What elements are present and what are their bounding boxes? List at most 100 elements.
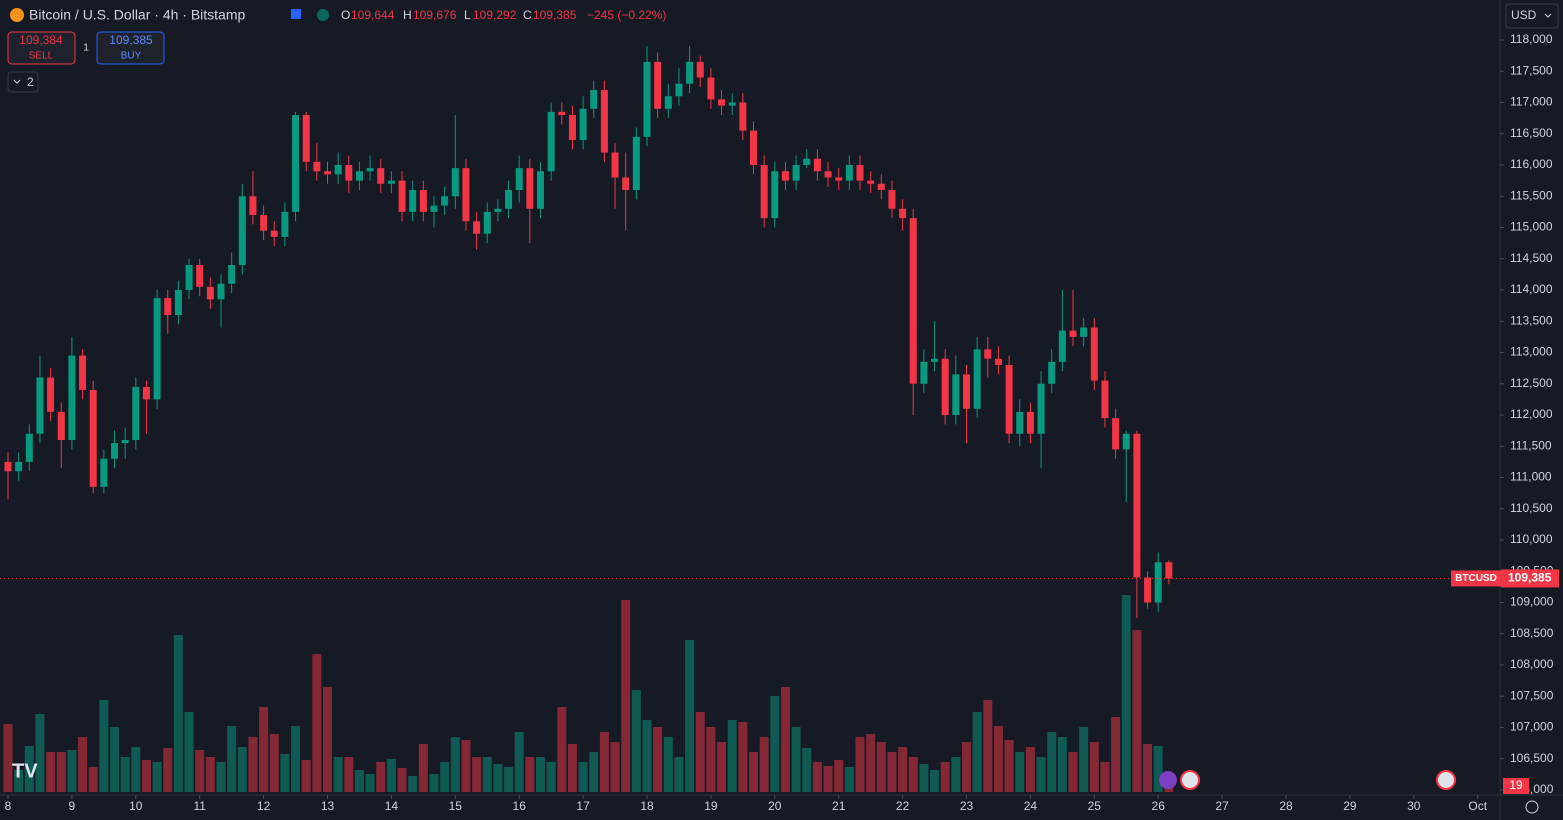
- candle-body: [185, 265, 193, 290]
- candle-body: [632, 136, 640, 190]
- candle-body: [249, 196, 257, 215]
- volume-bar: [291, 726, 301, 792]
- currency-button[interactable]: [1505, 3, 1559, 29]
- x-tick-label: 16: [513, 799, 527, 813]
- flag-icon[interactable]: [291, 9, 301, 19]
- candle-body: [984, 349, 992, 359]
- volume-bar: [1153, 746, 1163, 792]
- volume-bar: [354, 770, 364, 792]
- settings-icon[interactable]: [1525, 800, 1539, 814]
- candle-body: [590, 90, 598, 109]
- candle-body: [398, 180, 406, 212]
- candle-body: [4, 461, 12, 472]
- x-tick-label: 22: [896, 799, 910, 813]
- candle-body: [771, 171, 779, 219]
- sell-button[interactable]: [7, 31, 76, 65]
- y-tick-label: 106,500: [1510, 751, 1554, 765]
- candle-body: [728, 102, 736, 106]
- candle-body: [430, 205, 438, 212]
- volume-bar: [67, 750, 77, 792]
- event-icon[interactable]: [1159, 771, 1177, 789]
- volume-bar: [376, 762, 386, 792]
- candle-body: [15, 461, 23, 472]
- candle-body: [100, 458, 108, 487]
- candle-body: [952, 374, 960, 415]
- volume-bar: [440, 762, 450, 792]
- volume-bar: [14, 770, 24, 792]
- x-tick-label: 13: [321, 799, 335, 813]
- volume-bar: [365, 774, 375, 792]
- volume-bar: [120, 757, 130, 792]
- candle-body: [686, 61, 694, 84]
- event-icon[interactable]: [1180, 770, 1200, 790]
- volume-bar: [695, 712, 705, 792]
- y-tick-label: 110,000: [1510, 532, 1553, 546]
- volume-bar: [429, 774, 439, 792]
- candle-body: [760, 165, 768, 219]
- candle-body: [121, 440, 129, 444]
- price-tag-bg: [1451, 570, 1501, 587]
- candle-body: [899, 208, 907, 219]
- candle-body: [675, 83, 683, 97]
- candle-body: [1165, 562, 1173, 579]
- candle-body: [941, 358, 949, 415]
- candle-body: [174, 290, 182, 315]
- y-tick-label: 107,000: [1510, 720, 1554, 734]
- c-label: C: [523, 8, 532, 22]
- volume-bar: [1121, 595, 1131, 792]
- sell-label: SELL: [29, 51, 54, 62]
- x-tick-label: 30: [1407, 799, 1421, 813]
- currency: USD: [1511, 8, 1537, 22]
- volume-bar: [589, 752, 599, 792]
- x-tick-label: 18: [640, 799, 654, 813]
- volume-bar: [259, 707, 269, 792]
- candle-body: [1016, 411, 1024, 434]
- candle-body: [1133, 433, 1141, 578]
- volume-bar: [802, 748, 812, 792]
- volume-bar: [184, 712, 194, 792]
- volume-bar: [876, 742, 886, 792]
- candle-body: [1090, 327, 1098, 381]
- volume-bar: [237, 747, 247, 792]
- buy-button[interactable]: [96, 31, 165, 65]
- y-tick-label: 118,000: [1510, 32, 1553, 46]
- volume-bar: [323, 687, 332, 792]
- x-tick-label: 27: [1215, 799, 1229, 813]
- indicator-toggle[interactable]: [7, 71, 39, 93]
- y-tick-label: 111,000: [1510, 470, 1552, 484]
- volume-bar: [493, 764, 503, 792]
- event-icon[interactable]: [1436, 770, 1456, 790]
- candle-body: [739, 102, 747, 131]
- volume-bar: [940, 762, 950, 792]
- candle-body: [1101, 380, 1109, 419]
- candle-body: [547, 111, 555, 172]
- y-tick-label: 112,500: [1510, 376, 1553, 390]
- volume-bar: [812, 762, 822, 792]
- x-tick-label: 25: [1088, 799, 1102, 813]
- candle-body: [313, 161, 321, 172]
- candle-body: [441, 196, 449, 206]
- volume-bar: [131, 747, 141, 792]
- buy-price: 109,385: [109, 33, 153, 47]
- volume-bar: [823, 766, 833, 792]
- volume-bar: [269, 734, 279, 792]
- tick-layer: 106,000106,500107,000107,500108,000108,5…: [5, 32, 1554, 813]
- volume-bar: [1100, 762, 1110, 792]
- volume-bar: [621, 600, 631, 792]
- volume-bar: [227, 726, 237, 792]
- candle-body: [973, 349, 981, 409]
- candle-body: [377, 168, 385, 184]
- candle-body: [707, 77, 715, 100]
- symbol[interactable]: Bitcoin / U.S. Dollar · 4h · Bitstamp: [29, 7, 246, 23]
- change: −245 (−0.22%): [587, 8, 666, 22]
- candle-body: [473, 221, 481, 234]
- volume-bar: [141, 760, 151, 792]
- volume-bar: [280, 754, 290, 792]
- volume-bar: [1057, 737, 1067, 792]
- candle-body: [79, 355, 87, 390]
- candle-body: [526, 168, 534, 209]
- volume-bar: [674, 757, 684, 792]
- volume-bar: [163, 748, 173, 792]
- volume-bar: [834, 760, 844, 792]
